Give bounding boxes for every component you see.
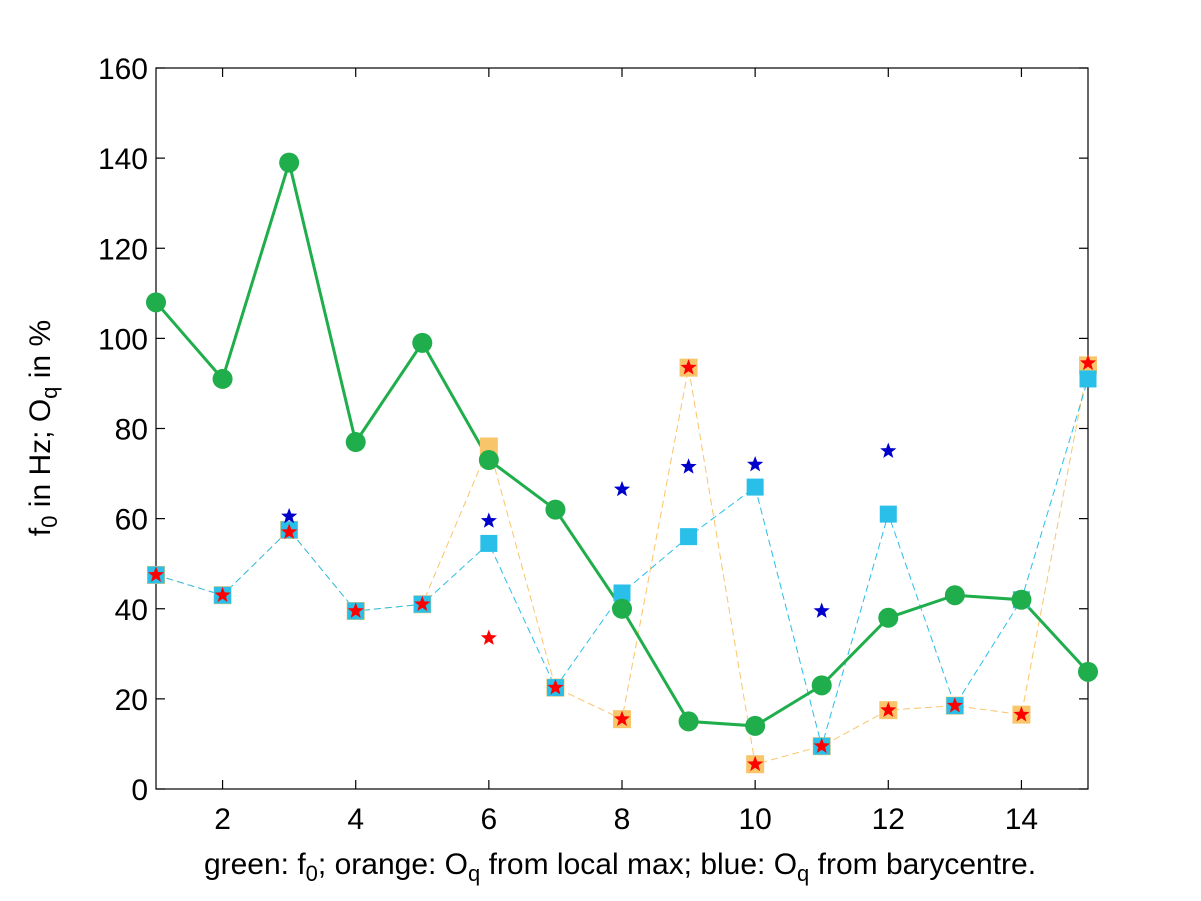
blue-star-point [747, 456, 764, 472]
x-tick-label: 4 [347, 803, 364, 836]
red-star-point [547, 679, 564, 695]
axis-ticks [156, 67, 1088, 790]
oq-barycentre-point [1079, 370, 1097, 388]
series-markers [146, 152, 1098, 774]
red-star-point [813, 737, 830, 754]
red-star-point [1079, 354, 1097, 371]
f0-point [1011, 589, 1032, 610]
f0-point [944, 585, 965, 606]
f0-point [345, 432, 366, 453]
x-tick-label: 2 [214, 803, 231, 836]
y-tick-label: 80 [115, 414, 148, 447]
f0-point [279, 152, 300, 173]
f0-point [1078, 661, 1098, 682]
blue-star-point [613, 480, 631, 497]
red-star-point [480, 629, 497, 645]
blue-star-point [813, 602, 830, 618]
y-tick-label: 140 [98, 143, 148, 176]
blue-star-point [680, 458, 697, 474]
red-star-point [613, 710, 631, 727]
f0-point [412, 332, 433, 353]
x-tick-label: 10 [738, 803, 771, 836]
red-star-point [347, 602, 364, 618]
y-tick-label: 60 [115, 504, 148, 537]
red-star-point [946, 697, 963, 713]
oq-barycentre-point [480, 534, 498, 552]
red-star-point [147, 566, 165, 582]
y-tick-label: 120 [98, 233, 148, 266]
y-tick-label: 20 [115, 684, 148, 717]
y-tick-label: 40 [115, 594, 148, 627]
plot-frame [155, 67, 1089, 790]
f0-point [878, 607, 899, 628]
x-axis-label: green: f0; orange: Oq from local max; bl… [204, 848, 1036, 886]
red-star-point [747, 755, 764, 772]
y-tick-label: 160 [98, 53, 148, 86]
x-tick-label: 6 [481, 803, 498, 836]
red-star-point [1013, 706, 1030, 722]
f0-point [745, 715, 766, 736]
f0-point [811, 675, 832, 696]
red-star-point [414, 595, 431, 612]
x-tick-label: 12 [872, 803, 905, 836]
red-star-point [281, 523, 298, 540]
blue-star-point [480, 512, 497, 528]
f0-point [545, 499, 566, 520]
y-axis-label: f0 in Hz; Oq in % [24, 320, 62, 536]
oq-local-max-point [479, 437, 498, 456]
y-tick-label: 100 [98, 323, 148, 356]
oq-barycentre-point [746, 478, 764, 496]
x-tick-label: 14 [1005, 803, 1038, 836]
red-star-point [214, 586, 231, 603]
oq-barycentre-point [879, 505, 897, 523]
oq-barycentre-point [613, 584, 631, 602]
f0-point [478, 450, 499, 471]
blue-star-point [281, 507, 298, 524]
f0-point [212, 368, 233, 389]
red-star-point [880, 701, 897, 718]
red-star-point [680, 359, 697, 375]
blue-star-point [880, 442, 897, 458]
y-tick-label: 0 [131, 774, 148, 807]
f0-point [612, 598, 632, 619]
x-tick-label: 8 [614, 803, 631, 836]
f0-point [678, 711, 699, 732]
f0-point [146, 292, 166, 313]
oq-barycentre-point [680, 528, 698, 546]
